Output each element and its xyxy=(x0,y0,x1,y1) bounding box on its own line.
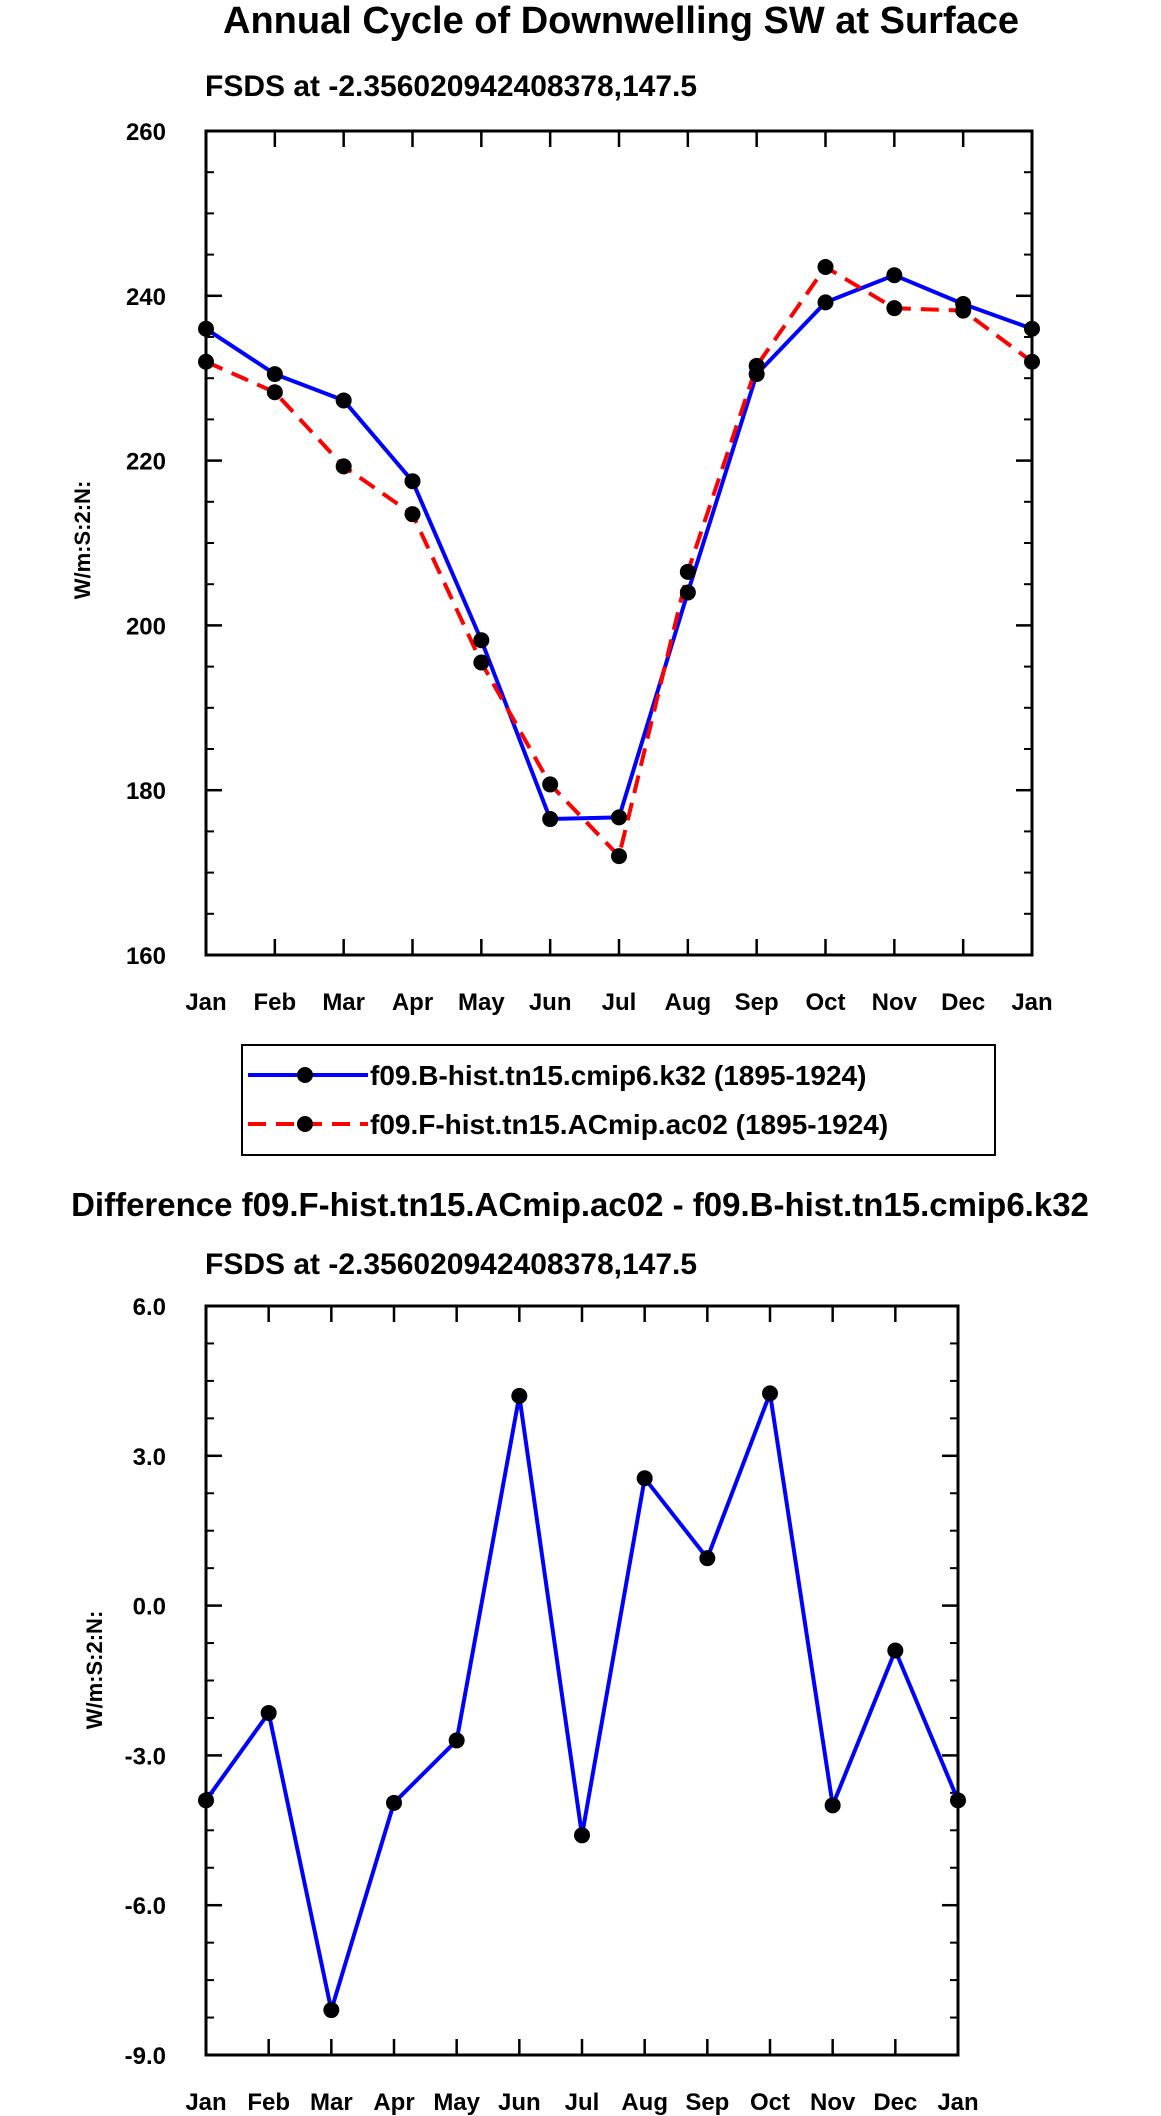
y-axis-label: W/m:S:2:N: xyxy=(70,481,95,600)
data-point-series-1 xyxy=(448,1732,465,1749)
data-point-series-2 xyxy=(335,458,352,475)
y-tick-label: 160 xyxy=(126,943,166,970)
y-tick-label: 200 xyxy=(126,613,166,640)
chart-subtitle: FSDS at -2.356020942408378,147.5 xyxy=(205,1248,697,1281)
x-tick-label: Jan xyxy=(937,2089,978,2116)
x-tick-label: Mar xyxy=(310,2089,353,2116)
plot-area: -9.0 -6.0 -3.0 0.0 3.0 6.0 Jan Feb Mar Apr May Jun J… xyxy=(125,1294,979,2116)
data-point-series-1 xyxy=(404,473,421,490)
data-point-series-1 xyxy=(886,267,903,284)
data-point-series-1 xyxy=(699,1550,716,1567)
data-point-series-1 xyxy=(636,1470,653,1487)
y-tick-label: 220 xyxy=(126,449,166,476)
data-point-series-1 xyxy=(266,366,283,383)
y-axis-label: W/m:S:2:N: xyxy=(82,1611,107,1730)
chart-title: Difference f09.F-hist.tn15.ACmip.ac02 - … xyxy=(71,1186,1089,1223)
data-point-series-1 xyxy=(511,1387,528,1404)
data-point-series-1 xyxy=(611,809,627,826)
x-tick-label: Nov xyxy=(872,989,918,1016)
x-tick-label: Aug xyxy=(665,989,712,1016)
x-tick-label: Mar xyxy=(322,989,365,1016)
data-point-series-2 xyxy=(611,848,627,865)
data-point-series-1 xyxy=(542,811,559,828)
y-tick-label: -3.0 xyxy=(125,1743,166,1770)
data-point-series-1 xyxy=(323,2002,340,2019)
y-tick-label: -6.0 xyxy=(125,1893,166,1920)
data-point-series-2 xyxy=(1024,353,1040,370)
difference-chart: Difference f09.F-hist.tn15.ACmip.ac02 - … xyxy=(71,1186,1089,2116)
x-tick-label: Apr xyxy=(373,2089,414,2116)
data-point-series-1 xyxy=(574,1827,590,1844)
data-point-series-1 xyxy=(1024,320,1040,337)
y-tick-label: -9.0 xyxy=(125,2043,166,2070)
data-point-series-1 xyxy=(679,584,696,601)
data-point-series-1 xyxy=(260,1704,277,1721)
y-tick-label: 3.0 xyxy=(133,1444,166,1471)
x-tick-label: Apr xyxy=(392,989,433,1016)
data-point-series-1 xyxy=(335,392,352,409)
x-tick-label: Feb xyxy=(247,2089,290,2116)
x-tick-label: Dec xyxy=(941,989,985,1016)
x-tick-label: Oct xyxy=(805,989,845,1016)
x-tick-label: Sep xyxy=(735,989,779,1016)
data-point-series-2 xyxy=(955,302,972,319)
annual-cycle-chart: Annual Cycle of Downwelling SW at Surfac… xyxy=(70,0,1053,1156)
plot-frame xyxy=(204,1304,960,2057)
y-tick-label: 0.0 xyxy=(133,1594,166,1621)
chart-title: Annual Cycle of Downwelling SW at Surfac… xyxy=(223,0,1019,42)
x-tick-label: Feb xyxy=(253,989,296,1016)
x-tick-label: Aug xyxy=(621,2089,668,2116)
x-tick-label: Jan xyxy=(185,2089,226,2116)
data-point-series-1 xyxy=(824,1797,841,1814)
x-tick-label: May xyxy=(433,2089,480,2116)
legend: f09.B-hist.tn15.cmip6.k32 (1895-1924) f0… xyxy=(241,1044,996,1156)
data-point-series-1 xyxy=(817,294,834,311)
legend-marker-series-1 xyxy=(297,1067,313,1083)
series-line-1 xyxy=(204,1391,960,2013)
x-tick-label: Jun xyxy=(498,2089,541,2116)
x-tick-label: Nov xyxy=(810,2089,856,2116)
data-point-series-2 xyxy=(542,776,559,793)
data-point-series-1 xyxy=(887,1642,904,1659)
y-tick-label: 260 xyxy=(126,119,166,146)
x-tick-label: Jan xyxy=(185,989,226,1016)
legend-box xyxy=(241,1044,996,1156)
data-point-series-2 xyxy=(679,563,696,580)
chart-subtitle: FSDS at -2.356020942408378,147.5 xyxy=(205,70,697,103)
data-point-series-2 xyxy=(886,300,903,317)
x-tick-label: May xyxy=(458,989,505,1016)
legend-label-series-1: f09.B-hist.tn15.cmip6.k32 (1895-1924) xyxy=(370,1060,866,1091)
series-line-2 xyxy=(205,265,1034,859)
x-tick-label: Jul xyxy=(602,989,637,1016)
y-tick-label: 180 xyxy=(126,778,166,805)
x-tick-label: Jul xyxy=(565,2089,600,2116)
data-point-series-2 xyxy=(404,506,421,523)
y-tick-label: 240 xyxy=(126,284,166,311)
data-point-series-1 xyxy=(198,320,214,337)
data-point-series-1 xyxy=(473,632,490,649)
data-point-series-2 xyxy=(473,654,490,671)
series-line-1 xyxy=(204,273,1033,821)
data-point-series-1 xyxy=(950,1792,966,1809)
data-point-series-1 xyxy=(198,1792,214,1809)
x-tick-label: Dec xyxy=(873,2089,917,2116)
plot-area: 160 180 200 220 240 260 Jan Feb Mar Apr May Jun Jul A… xyxy=(126,119,1053,1016)
plot-frame xyxy=(204,129,1034,957)
data-point-series-2 xyxy=(817,258,834,275)
data-point-series-2 xyxy=(748,357,765,374)
data-point-series-1 xyxy=(762,1385,778,1402)
x-tick-label: Oct xyxy=(750,2089,790,2116)
x-tick-label: Sep xyxy=(685,2089,729,2116)
x-tick-label: Jan xyxy=(1011,989,1052,1016)
y-tick-label: 6.0 xyxy=(133,1294,166,1321)
x-tick-label: Jun xyxy=(529,989,572,1016)
legend-marker-series-2 xyxy=(297,1116,313,1132)
data-point-series-2 xyxy=(266,384,283,401)
data-point-series-1 xyxy=(386,1794,402,1811)
legend-label-series-2: f09.F-hist.tn15.ACmip.ac02 (1895-1924) xyxy=(370,1109,888,1140)
data-point-series-2 xyxy=(198,353,214,370)
